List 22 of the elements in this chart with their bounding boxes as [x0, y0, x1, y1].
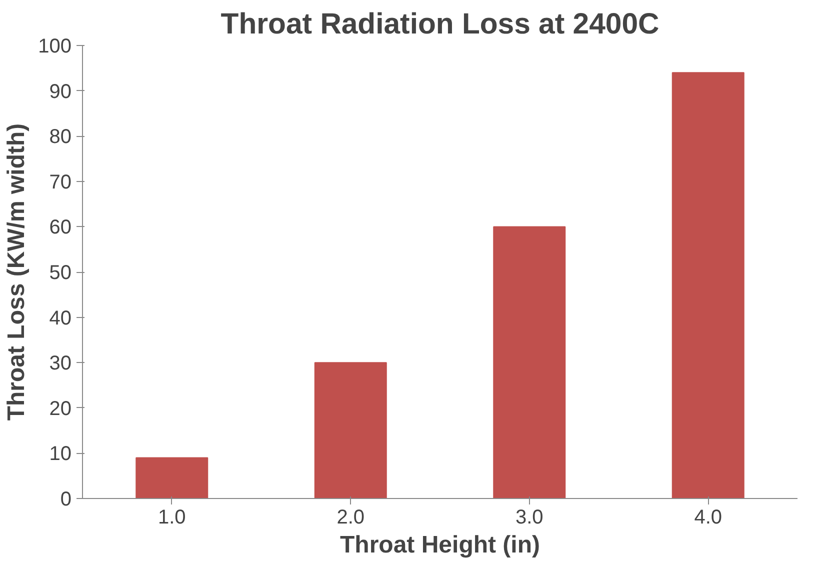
x-tick-label: 2.0: [336, 506, 365, 528]
bar: [493, 226, 566, 498]
bar: [672, 72, 744, 498]
bar: [136, 457, 208, 498]
y-tick-label: 80: [49, 126, 72, 148]
y-tick-label: 90: [49, 80, 72, 103]
y-tick-label: 10: [49, 443, 72, 466]
x-tick-label: 1.0: [158, 506, 186, 528]
y-tick-label: 50: [49, 262, 72, 284]
y-tick-label: 40: [49, 307, 72, 330]
y-tick-label: 20: [49, 398, 72, 420]
x-tick-label: 3.0: [515, 506, 544, 528]
y-tick-label: 60: [49, 216, 72, 239]
y-tick-label: 100: [38, 36, 72, 58]
x-tick-label: 4.0: [694, 506, 722, 528]
chart-title: Throat Radiation Loss at 2400C: [220, 8, 660, 40]
y-tick-label: 0: [60, 488, 72, 510]
bar: [314, 362, 387, 498]
y-tick-label: 30: [49, 352, 72, 375]
y-axis-title: Throat Loss (KW/m width): [3, 123, 30, 421]
y-tick-label: 70: [49, 171, 72, 194]
x-axis-title: Throat Height (in): [340, 532, 540, 558]
